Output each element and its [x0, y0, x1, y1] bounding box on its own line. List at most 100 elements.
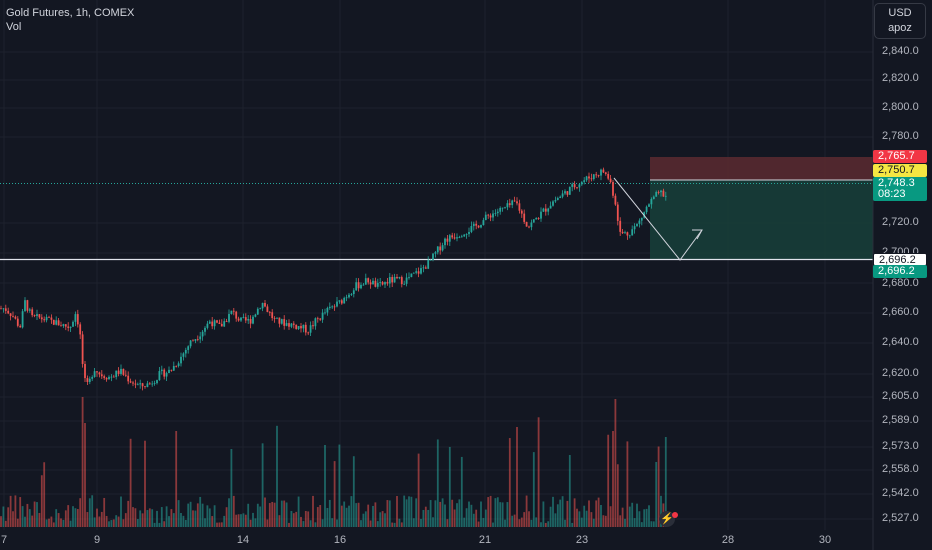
x-tick-label: 9	[93, 534, 101, 546]
volume-bar	[379, 512, 382, 527]
candle-body	[633, 226, 636, 230]
volume-bar	[136, 519, 139, 527]
volume-bar	[576, 508, 578, 527]
candle-body	[612, 182, 614, 196]
volume-bar	[511, 515, 514, 527]
candle-body	[626, 232, 629, 236]
volume-bar	[21, 506, 24, 527]
candle-body	[280, 319, 283, 324]
candle-body	[141, 383, 144, 387]
volume-bar	[475, 509, 478, 527]
volume-bar	[384, 513, 386, 527]
volume-bar	[494, 498, 497, 527]
volume-bar	[24, 516, 26, 527]
volume-bar	[547, 521, 550, 527]
volume-bar	[412, 518, 415, 527]
volume-bar	[242, 513, 245, 527]
volume-bar	[612, 431, 614, 527]
y-tick-label: 2,680.0	[882, 277, 919, 289]
symbol-title[interactable]: Gold Futures, 1h, COMEX	[6, 7, 135, 19]
currency-unit-selector[interactable]: USD apoz	[874, 3, 926, 39]
volume-bar	[177, 500, 180, 527]
volume-bar	[640, 522, 643, 527]
volume-bar	[566, 500, 569, 527]
candle-body	[24, 300, 26, 312]
volume-bar	[237, 514, 240, 527]
candle-body	[129, 381, 132, 383]
y-tick-label: 2,800.0	[882, 101, 919, 113]
volume-bar	[48, 518, 50, 527]
candle-body	[504, 207, 506, 209]
candle-body	[350, 294, 353, 295]
volume-bar	[484, 509, 487, 527]
candle-body	[225, 321, 228, 323]
volume-bar	[108, 521, 110, 527]
y-tick-label: 2,640.0	[882, 336, 919, 348]
candle-body	[357, 282, 360, 289]
volume-bar	[434, 500, 437, 527]
candle-body	[316, 318, 319, 320]
candle-body	[112, 376, 115, 378]
volume-bar	[129, 438, 132, 527]
candle-body	[297, 326, 300, 329]
candle-body	[91, 376, 94, 379]
candle-body	[136, 384, 139, 386]
candle-body	[69, 326, 72, 328]
volume-bar	[0, 516, 2, 527]
volume-bar	[398, 518, 401, 527]
candle-body	[153, 383, 156, 384]
volume-bar	[513, 514, 516, 527]
candle-body	[26, 300, 29, 311]
volume-bar	[410, 496, 413, 527]
volume-bar	[340, 505, 343, 527]
y-tick-label: 2,605.0	[882, 390, 919, 402]
candle-body	[470, 226, 473, 232]
candle-body	[36, 314, 38, 316]
candle-body	[211, 321, 214, 327]
volume-bar	[652, 521, 655, 527]
candle-body	[38, 314, 41, 318]
volume-bar	[525, 495, 528, 527]
candle-body	[252, 316, 254, 324]
volume-bar	[422, 509, 425, 527]
volume-bar	[64, 510, 67, 527]
volume-bar	[420, 518, 422, 527]
candle-body	[412, 272, 415, 274]
volume-bar	[523, 512, 526, 527]
x-tick-label: 28	[721, 534, 735, 546]
volume-bar	[79, 498, 82, 527]
volume-bar	[559, 499, 562, 527]
lightning-icon[interactable]: ⚡	[659, 511, 675, 527]
volume-bar	[184, 520, 187, 527]
volume-bar	[348, 505, 350, 527]
x-tick-label: 23	[575, 534, 589, 546]
volume-bar	[602, 515, 605, 527]
volume-bar	[316, 507, 319, 527]
volume-bar	[595, 500, 598, 527]
volume-bar	[391, 522, 394, 527]
volume-bar	[240, 514, 242, 527]
candle-body	[621, 231, 624, 234]
volume-bar	[252, 512, 254, 527]
candle-body	[72, 321, 74, 327]
volume-indicator-label[interactable]: Vol	[6, 21, 22, 33]
volume-bar	[616, 464, 619, 527]
candle-body	[64, 324, 67, 327]
volume-bar	[604, 515, 607, 527]
candle-body	[33, 315, 36, 316]
candle-body	[204, 327, 206, 332]
candle-body	[420, 268, 422, 274]
candle-body	[436, 246, 439, 253]
candle-body	[480, 225, 482, 228]
candle-body	[664, 195, 667, 197]
candle-body	[583, 180, 586, 183]
candle-body	[254, 314, 257, 317]
candle-body	[379, 282, 382, 283]
candle-body	[309, 325, 312, 333]
volume-bar	[424, 506, 427, 527]
candle-body	[355, 282, 358, 291]
candle-body	[573, 184, 576, 188]
volume-bar	[631, 502, 634, 527]
volume-bar	[405, 499, 408, 527]
